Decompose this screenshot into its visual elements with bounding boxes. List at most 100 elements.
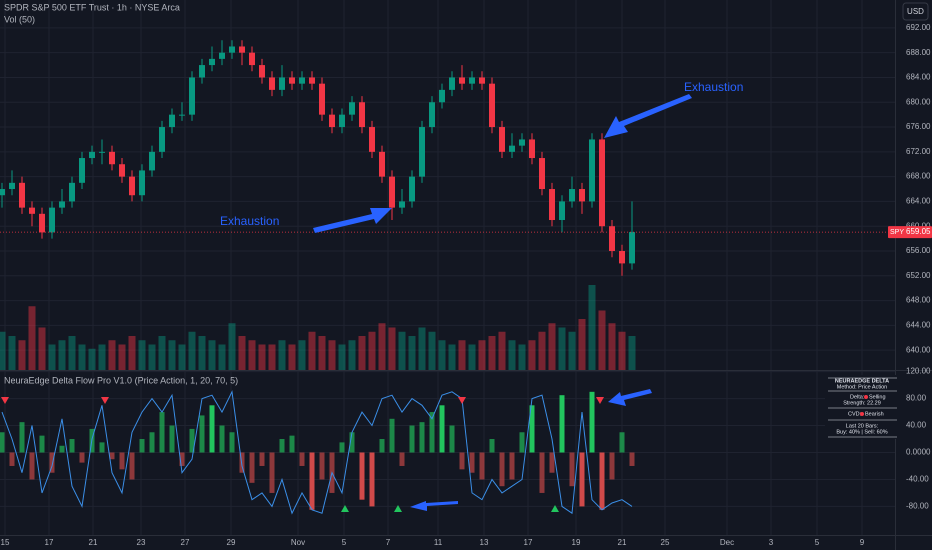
x-tick-label: Nov: [291, 538, 305, 547]
y-tick-label: 120.00: [906, 367, 931, 376]
candle-body: [379, 151, 385, 177]
volume-bar: [58, 340, 66, 370]
info-text: Selling: [869, 394, 886, 400]
last-price-box: [888, 226, 932, 239]
volume-bar: [588, 285, 596, 370]
candle-body: [419, 127, 425, 177]
volume-bar: [118, 344, 126, 370]
x-tick-label: 5: [815, 538, 820, 547]
delta-bar: [429, 412, 435, 453]
y-tick-label: 644.00: [906, 320, 931, 329]
candle-body: [199, 65, 205, 78]
y-tick-label: -80.00: [906, 502, 929, 511]
delta-line: [1, 390, 633, 515]
arrow: [604, 94, 692, 138]
delta-bar: [539, 452, 545, 493]
volume-bar: [238, 336, 246, 370]
volume-bar: [498, 331, 506, 370]
sell-signal: [458, 397, 466, 404]
volume-bar: [278, 340, 286, 370]
delta-bar: [209, 405, 215, 453]
delta-bar: [289, 435, 295, 453]
candle-body: [69, 182, 75, 202]
delta-bar: [489, 439, 495, 453]
y-tick-label: 40.00: [906, 421, 927, 430]
delta-bar: [309, 452, 315, 510]
delta-bar: [99, 442, 105, 453]
candle-body: [39, 213, 45, 233]
last-price-label: 659.05: [906, 227, 931, 236]
annotation: Exhaustion: [220, 214, 279, 228]
x-tick-label: 11: [434, 538, 443, 547]
delta-bar: [39, 435, 45, 453]
delta-bar: [169, 425, 175, 453]
buy-signal: [551, 505, 559, 512]
delta-bar: [269, 452, 275, 493]
volume-bar: [598, 310, 606, 370]
info-box: NEURAEDGE DELTA Method: Price Action Del…: [825, 375, 900, 439]
volume-bar: [318, 336, 326, 370]
volume-bar: [608, 323, 616, 370]
info-text: Bearish: [865, 411, 884, 417]
volume-bar: [128, 336, 136, 370]
volume-bar: [348, 340, 356, 370]
x-tick-label: 17: [524, 538, 533, 547]
volume-bar: [188, 331, 196, 370]
volume-bar: [368, 331, 376, 370]
candle-body: [569, 189, 575, 202]
delta-bar: [249, 452, 255, 483]
candle-body: [0, 189, 5, 196]
currency-button[interactable]: [902, 2, 929, 21]
delta-bar: [0, 432, 5, 453]
candle-body: [149, 151, 155, 171]
candle-body: [249, 52, 255, 66]
delta-bar: [569, 452, 575, 487]
info-text: Last 20 Bars:: [846, 423, 879, 429]
delta-bar: [459, 452, 465, 470]
delta-bar: [19, 422, 25, 453]
delta-bar: [439, 405, 445, 453]
delta-bar: [619, 432, 625, 453]
info-title: NEURAEDGE DELTA: [835, 378, 889, 384]
sell-signal: [1, 397, 9, 404]
candle-body: [629, 232, 635, 264]
y-tick-label: 656.00: [906, 246, 931, 255]
candle-body: [59, 201, 65, 208]
volume-bar: [28, 306, 36, 370]
candle-body: [109, 151, 115, 165]
delta-bar: [49, 452, 55, 473]
candle-body: [499, 127, 505, 152]
y-tick-label: 684.00: [906, 73, 931, 82]
delta-bar: [179, 452, 185, 466]
volume-bar: [258, 344, 266, 370]
delta-bar: [559, 395, 565, 453]
volume-legend: Vol (50): [4, 14, 35, 24]
candle-body: [339, 114, 345, 128]
x-tick-label: 17: [45, 538, 54, 547]
x-tick-label: 23: [137, 538, 146, 547]
candle-body: [609, 226, 615, 252]
status-dot: [864, 395, 868, 399]
candle-body: [299, 77, 305, 84]
volume-bar: [8, 336, 16, 370]
x-tick-label: 21: [89, 538, 98, 547]
volume-bar: [228, 323, 236, 370]
delta-bar: [359, 452, 365, 500]
volume-bar: [38, 327, 46, 370]
delta-bar: [349, 432, 355, 453]
delta-bar: [199, 415, 205, 453]
candle-body: [209, 58, 215, 66]
candle-body: [99, 151, 105, 153]
delta-bar: [109, 452, 115, 460]
candle-body: [549, 189, 555, 221]
volume-bar: [518, 344, 526, 370]
marks: [0, 40, 895, 515]
annotation: Exhaustion: [684, 80, 743, 94]
delta-bar: [149, 432, 155, 453]
delta-bar: [29, 452, 35, 480]
candle-body: [449, 77, 455, 90]
candle-body: [359, 102, 365, 128]
y-tick-label: 660.00: [906, 221, 931, 230]
volume-bar: [338, 344, 346, 370]
volume-bar: [198, 336, 206, 370]
